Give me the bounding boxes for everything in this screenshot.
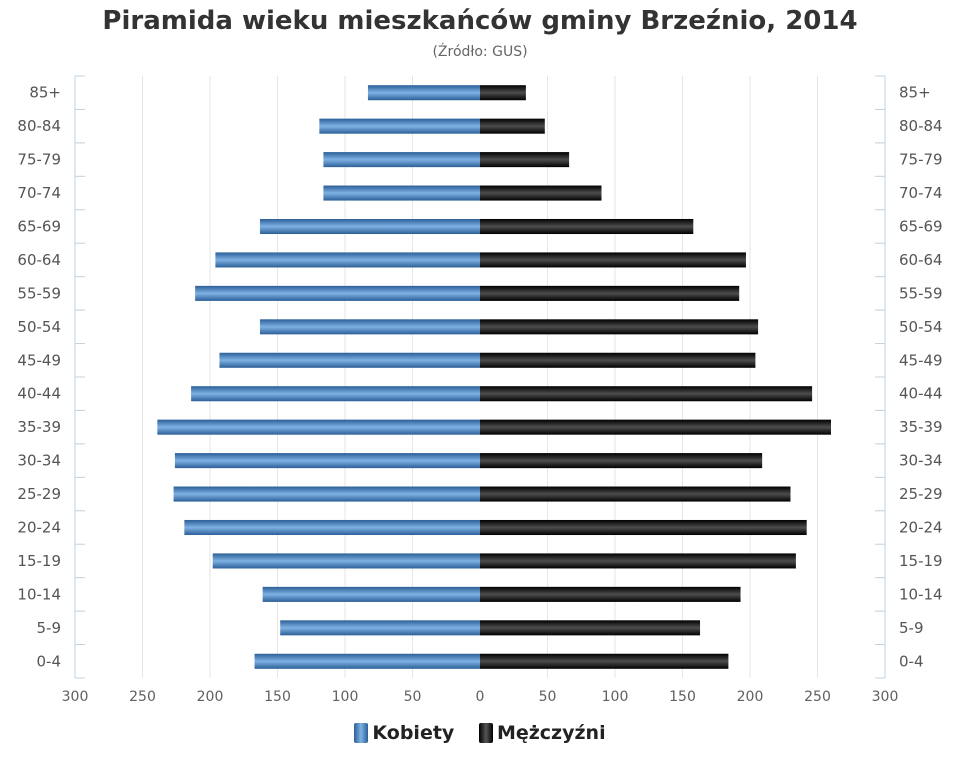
category-label-right: 60-64 xyxy=(899,251,943,269)
bar-mezczyzni[interactable] xyxy=(480,486,791,502)
bar-mezczyzni[interactable] xyxy=(480,185,602,201)
bar-kobiety[interactable] xyxy=(219,352,480,368)
bar-kobiety[interactable] xyxy=(174,453,480,469)
category-label-left: 75-79 xyxy=(17,151,61,169)
category-label-left: 65-69 xyxy=(17,218,61,236)
x-tick-label: 250 xyxy=(129,689,156,705)
category-label-right: 35-39 xyxy=(899,418,943,436)
bar-kobiety[interactable] xyxy=(367,85,480,101)
category-label-left: 35-39 xyxy=(17,418,61,436)
axes xyxy=(74,75,886,679)
bar-mezczyzni[interactable] xyxy=(480,118,545,134)
x-tick-label: 100 xyxy=(602,689,629,705)
bar-kobiety[interactable] xyxy=(254,653,480,669)
bar-mezczyzni[interactable] xyxy=(480,218,694,235)
category-label-left: 0-4 xyxy=(37,652,62,670)
category-label-right: 75-79 xyxy=(899,151,943,169)
bar-kobiety[interactable] xyxy=(184,519,480,536)
category-label-left: 85+ xyxy=(29,84,61,102)
category-label-left: 50-54 xyxy=(17,318,61,336)
category-label-left: 55-59 xyxy=(17,284,61,302)
chart-subtitle: (Źródło: GUS) xyxy=(432,44,528,60)
category-label-left: 10-14 xyxy=(17,585,61,603)
bar-mezczyzni[interactable] xyxy=(480,252,746,268)
bar-kobiety[interactable] xyxy=(323,185,480,201)
category-label-right: 50-54 xyxy=(899,318,943,336)
legend-label-mezczyzni: Mężczyźni xyxy=(496,722,606,744)
x-tick-label: 100 xyxy=(332,689,359,705)
category-label-right: 30-34 xyxy=(899,452,943,470)
bar-kobiety[interactable] xyxy=(259,218,480,235)
bar-mezczyzni[interactable] xyxy=(480,85,526,101)
category-label-right: 10-14 xyxy=(899,585,943,603)
bar-mezczyzni[interactable] xyxy=(480,586,741,602)
bar-kobiety[interactable] xyxy=(215,252,480,268)
legend-item-kobiety[interactable]: Kobiety xyxy=(354,722,454,744)
category-label-right: 85+ xyxy=(899,84,931,102)
bar-mezczyzni[interactable] xyxy=(480,386,813,402)
x-tick-label: 200 xyxy=(737,689,764,705)
legend-swatch-mezczyzni xyxy=(478,723,493,743)
x-tick-label: 300 xyxy=(62,689,89,705)
category-label-left: 5-9 xyxy=(37,619,62,637)
bar-kobiety[interactable] xyxy=(323,152,480,168)
bar-kobiety[interactable] xyxy=(157,419,480,435)
bar-mezczyzni[interactable] xyxy=(480,152,570,168)
bar-kobiety[interactable] xyxy=(280,620,480,636)
bar-mezczyzni[interactable] xyxy=(480,319,759,335)
bars xyxy=(157,85,831,669)
x-tick-label: 300 xyxy=(872,689,899,705)
x-tick-label: 50 xyxy=(539,689,557,705)
category-label-left: 45-49 xyxy=(17,351,61,369)
legend: Kobiety Mężczyźni xyxy=(0,722,960,748)
axis-labels: 300 250 200 150 100 50 0 50 100 150 200 250 300 85+ 85… xyxy=(17,84,942,705)
category-label-right: 70-74 xyxy=(899,184,943,202)
bar-mezczyzni[interactable] xyxy=(480,285,740,301)
category-label-left: 30-34 xyxy=(17,452,61,470)
x-tick-label: 0 xyxy=(476,689,485,705)
category-label-right: 25-29 xyxy=(899,485,943,503)
legend-item-mezczyzni[interactable]: Mężczyźni xyxy=(478,722,606,744)
x-tick-label: 250 xyxy=(804,689,831,705)
x-tick-label: 50 xyxy=(404,689,422,705)
bar-kobiety[interactable] xyxy=(262,586,480,602)
bar-kobiety[interactable] xyxy=(259,319,480,335)
legend-swatch-kobiety xyxy=(354,723,369,743)
bar-mezczyzni[interactable] xyxy=(480,519,807,536)
category-label-right: 45-49 xyxy=(899,351,943,369)
category-label-right: 20-24 xyxy=(899,519,943,537)
category-label-right: 65-69 xyxy=(899,218,943,236)
bar-kobiety[interactable] xyxy=(319,118,480,134)
bar-mezczyzni[interactable] xyxy=(480,620,701,636)
bar-kobiety[interactable] xyxy=(191,386,480,402)
category-label-left: 70-74 xyxy=(17,184,61,202)
category-label-left: 15-19 xyxy=(17,552,61,570)
category-label-left: 80-84 xyxy=(17,117,61,135)
category-label-right: 5-9 xyxy=(899,619,924,637)
bar-kobiety[interactable] xyxy=(173,486,481,502)
x-tick-label: 150 xyxy=(264,689,291,705)
bar-mezczyzni[interactable] xyxy=(480,453,763,469)
bar-kobiety[interactable] xyxy=(212,553,480,569)
category-label-right: 0-4 xyxy=(899,652,924,670)
bar-mezczyzni[interactable] xyxy=(480,352,756,368)
category-label-left: 60-64 xyxy=(17,251,61,269)
x-tick-label: 150 xyxy=(669,689,696,705)
chart-title: Piramida wieku mieszkańców gminy Brzeźni… xyxy=(102,6,858,36)
category-label-left: 20-24 xyxy=(17,519,61,537)
bar-mezczyzni[interactable] xyxy=(480,419,831,435)
category-label-right: 55-59 xyxy=(899,284,943,302)
x-tick-label: 200 xyxy=(197,689,224,705)
bar-kobiety[interactable] xyxy=(195,285,480,301)
category-label-right: 15-19 xyxy=(899,552,943,570)
category-label-right: 80-84 xyxy=(899,117,943,135)
category-label-left: 40-44 xyxy=(17,385,61,403)
legend-label-kobiety: Kobiety xyxy=(372,722,455,744)
category-label-right: 40-44 xyxy=(899,385,943,403)
bar-mezczyzni[interactable] xyxy=(480,653,729,669)
category-label-left: 25-29 xyxy=(17,485,61,503)
bar-mezczyzni[interactable] xyxy=(480,553,796,569)
